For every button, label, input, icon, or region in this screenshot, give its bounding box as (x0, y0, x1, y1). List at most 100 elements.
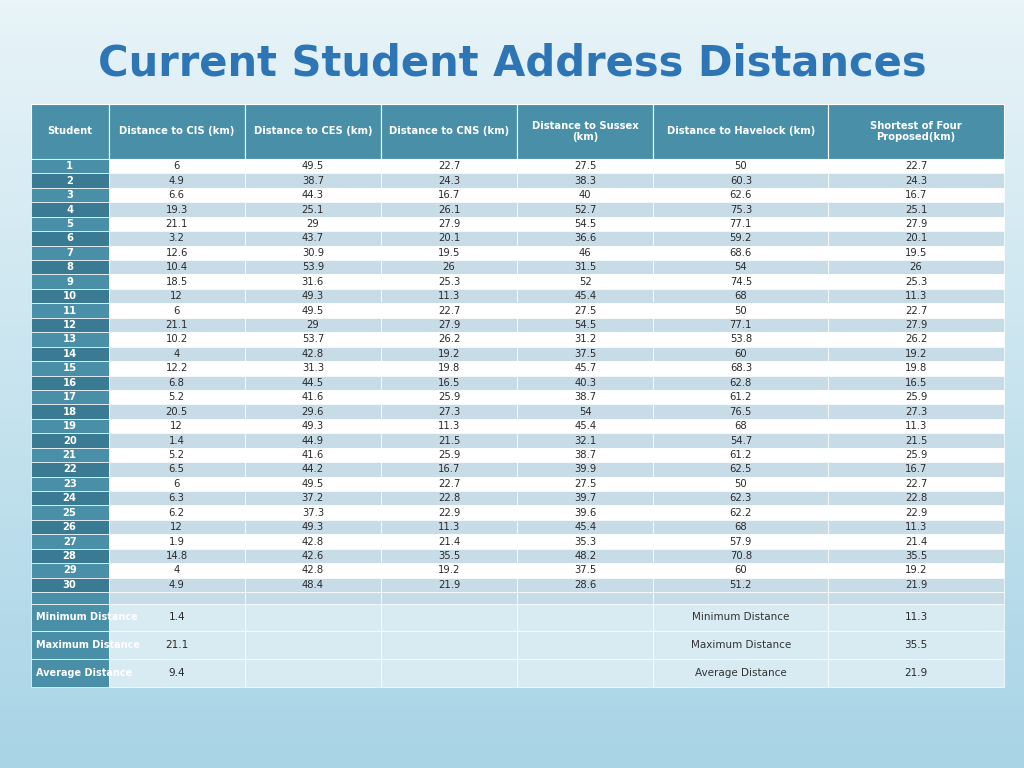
Text: 4: 4 (173, 565, 180, 575)
Text: 12.6: 12.6 (166, 248, 187, 258)
Text: 4.9: 4.9 (169, 580, 184, 590)
Text: 39.7: 39.7 (574, 493, 596, 503)
Text: Maximum Distance: Maximum Distance (36, 640, 140, 650)
Text: 62.6: 62.6 (730, 190, 752, 200)
Text: 38.7: 38.7 (302, 176, 324, 186)
Text: 11.3: 11.3 (904, 612, 928, 623)
Text: 31.6: 31.6 (302, 276, 324, 286)
Text: 8: 8 (67, 262, 73, 273)
Text: 6: 6 (67, 233, 73, 243)
Text: 53.9: 53.9 (302, 262, 324, 273)
Text: 3: 3 (67, 190, 73, 200)
Text: 6: 6 (173, 306, 180, 316)
Text: 76.5: 76.5 (730, 406, 752, 417)
Text: 19.3: 19.3 (166, 204, 187, 214)
Text: 25.9: 25.9 (438, 450, 460, 460)
Text: 16: 16 (62, 378, 77, 388)
Text: 16.7: 16.7 (438, 465, 460, 475)
Text: 9: 9 (67, 276, 73, 286)
Text: 22.7: 22.7 (438, 306, 460, 316)
Text: 43.7: 43.7 (302, 233, 324, 243)
Text: 44.3: 44.3 (302, 190, 324, 200)
Text: Distance to Sussex
(km): Distance to Sussex (km) (531, 121, 639, 142)
Text: 68: 68 (734, 522, 748, 532)
Text: 75.3: 75.3 (730, 204, 752, 214)
Text: 50: 50 (734, 478, 748, 489)
Text: 29: 29 (306, 219, 319, 229)
Text: 27.9: 27.9 (905, 219, 927, 229)
Text: 28.6: 28.6 (574, 580, 596, 590)
Text: 49.5: 49.5 (302, 161, 324, 171)
Text: 16.7: 16.7 (438, 190, 460, 200)
Text: 12: 12 (62, 320, 77, 330)
Text: 68.6: 68.6 (730, 248, 752, 258)
Text: 21.9: 21.9 (904, 667, 928, 678)
Text: 21.1: 21.1 (166, 219, 187, 229)
Text: 48.4: 48.4 (302, 580, 324, 590)
Text: 38.3: 38.3 (574, 176, 596, 186)
Text: 32.1: 32.1 (574, 435, 596, 445)
Text: 24.3: 24.3 (905, 176, 927, 186)
Text: 48.2: 48.2 (574, 551, 596, 561)
Text: 16.7: 16.7 (905, 465, 927, 475)
Text: 45.4: 45.4 (574, 291, 596, 301)
Text: 11: 11 (62, 306, 77, 316)
Text: 4: 4 (67, 204, 73, 214)
Text: 14: 14 (62, 349, 77, 359)
Text: 20: 20 (62, 435, 77, 445)
Text: 12.2: 12.2 (166, 363, 187, 373)
Text: 62.8: 62.8 (730, 378, 752, 388)
Text: 25.9: 25.9 (438, 392, 460, 402)
Text: 6.8: 6.8 (169, 378, 184, 388)
Text: 29.6: 29.6 (302, 406, 324, 417)
Text: Distance to Havelock (km): Distance to Havelock (km) (667, 126, 815, 137)
Text: 11.3: 11.3 (438, 291, 460, 301)
Text: 12: 12 (170, 421, 183, 431)
Text: 45.7: 45.7 (574, 363, 596, 373)
Text: 52.7: 52.7 (574, 204, 596, 214)
Text: 27.9: 27.9 (438, 219, 460, 229)
Text: 68: 68 (734, 421, 748, 431)
Text: 22.9: 22.9 (905, 508, 927, 518)
Text: 6.2: 6.2 (169, 508, 184, 518)
Text: 21: 21 (62, 450, 77, 460)
Text: 77.1: 77.1 (730, 320, 752, 330)
Text: 6.3: 6.3 (169, 493, 184, 503)
Text: 26.2: 26.2 (438, 334, 460, 345)
Text: 22.8: 22.8 (438, 493, 460, 503)
Text: 37.2: 37.2 (302, 493, 324, 503)
Text: 27.5: 27.5 (574, 478, 596, 489)
Text: Average Distance: Average Distance (36, 667, 132, 678)
Text: 25.3: 25.3 (438, 276, 460, 286)
Text: 53.7: 53.7 (302, 334, 324, 345)
Text: 4: 4 (173, 349, 180, 359)
Text: 1: 1 (67, 161, 73, 171)
Text: Minimum Distance: Minimum Distance (36, 612, 137, 623)
Text: 22.7: 22.7 (438, 161, 460, 171)
Text: 16.5: 16.5 (438, 378, 460, 388)
Text: 25.1: 25.1 (302, 204, 324, 214)
Text: 35.3: 35.3 (574, 537, 596, 547)
Text: 35.5: 35.5 (904, 640, 928, 650)
Text: 54: 54 (579, 406, 592, 417)
Text: 45.4: 45.4 (574, 421, 596, 431)
Text: 26: 26 (62, 522, 77, 532)
Text: 41.6: 41.6 (302, 450, 324, 460)
Text: 49.5: 49.5 (302, 478, 324, 489)
Text: 62.2: 62.2 (730, 508, 752, 518)
Text: 27.3: 27.3 (438, 406, 460, 417)
Text: 21.9: 21.9 (905, 580, 927, 590)
Text: 6: 6 (173, 478, 180, 489)
Text: 12: 12 (170, 522, 183, 532)
Text: 21.1: 21.1 (165, 640, 188, 650)
Text: 30: 30 (62, 580, 77, 590)
Text: 44.5: 44.5 (302, 378, 324, 388)
Text: 22: 22 (62, 465, 77, 475)
Text: 27.3: 27.3 (905, 406, 927, 417)
Text: 24.3: 24.3 (438, 176, 460, 186)
Text: 49.5: 49.5 (302, 306, 324, 316)
Text: 20.1: 20.1 (438, 233, 460, 243)
Text: 35.5: 35.5 (438, 551, 460, 561)
Text: 11.3: 11.3 (905, 291, 927, 301)
Text: 16.7: 16.7 (905, 190, 927, 200)
